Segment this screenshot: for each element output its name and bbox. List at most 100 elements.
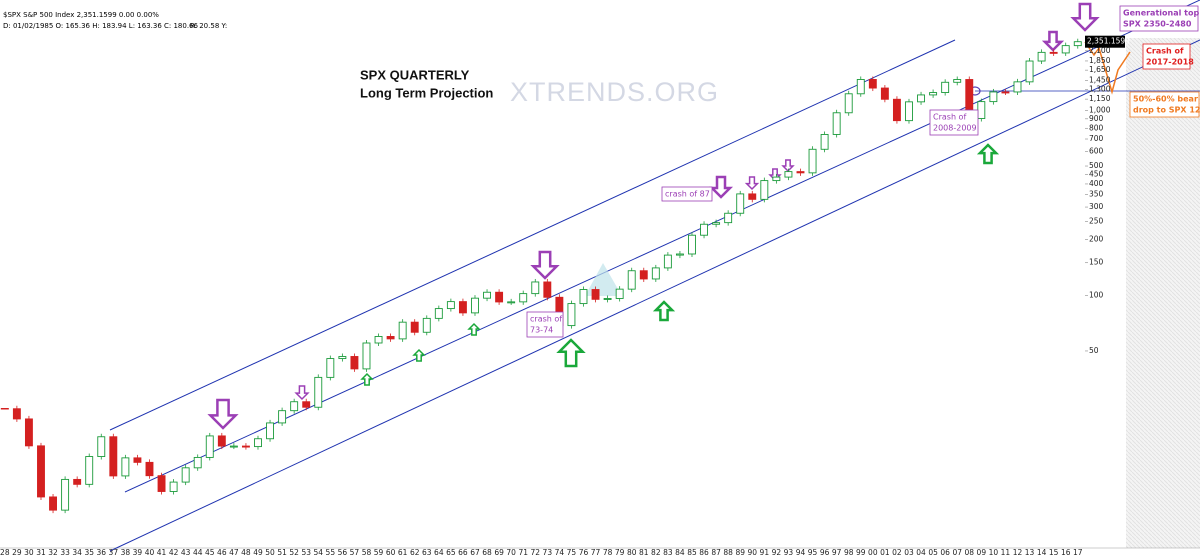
x-tick-label: 07 xyxy=(952,548,962,557)
x-tick-label: 35 xyxy=(84,548,94,557)
x-tick-label: 59 xyxy=(374,548,384,557)
candle xyxy=(254,438,262,448)
x-tick-label: 29 xyxy=(12,548,22,557)
bottom-arrow xyxy=(976,143,1000,165)
annotation-box xyxy=(1119,5,1199,32)
bottom-arrow xyxy=(556,338,586,368)
candle xyxy=(37,445,45,498)
x-tick-label: 33 xyxy=(60,548,70,557)
annotation-box xyxy=(1142,43,1191,70)
x-tick-label: 78 xyxy=(603,548,613,557)
candle xyxy=(627,270,636,290)
y-tick-label: 150 xyxy=(1089,258,1104,267)
candle xyxy=(905,101,913,122)
x-tick-label: 57 xyxy=(350,548,360,557)
candle xyxy=(820,134,829,150)
candle xyxy=(748,193,757,200)
x-tick-label: 04 xyxy=(916,548,926,557)
candle xyxy=(1037,51,1046,62)
x-tick-label: 39 xyxy=(133,548,143,557)
x-tick-label: 01 xyxy=(880,548,890,557)
y-tick-label: 450 xyxy=(1089,169,1104,178)
candle xyxy=(266,422,274,440)
x-tick-label: 62 xyxy=(410,548,420,557)
projection-path xyxy=(1084,41,1131,95)
candle xyxy=(1001,91,1010,94)
candle xyxy=(953,79,962,83)
trend-line xyxy=(109,39,1200,552)
candle xyxy=(483,291,491,299)
annotation-text: 50%-60% bear market xyxy=(1133,95,1200,104)
x-tick-label: 83 xyxy=(663,548,673,557)
x-tick-label: 81 xyxy=(639,548,649,557)
x-tick-label: 68 xyxy=(482,548,492,557)
annotation-box xyxy=(929,109,979,136)
annotation-text: SPX 2350-2480 xyxy=(1123,20,1192,29)
candle xyxy=(724,212,733,224)
x-tick-label: 69 xyxy=(494,548,504,557)
x-tick-label: 91 xyxy=(760,548,770,557)
candle xyxy=(446,301,455,310)
candle xyxy=(49,496,57,511)
x-tick-label: 49 xyxy=(253,548,263,557)
x-tick-label: 56 xyxy=(338,548,348,557)
candle xyxy=(700,223,708,236)
candle xyxy=(109,436,118,477)
candle xyxy=(193,456,202,469)
candle xyxy=(1049,51,1058,54)
x-tick-label: 99 xyxy=(856,548,866,557)
candle xyxy=(832,112,841,135)
x-tick-label: 89 xyxy=(735,548,745,557)
x-tick-label: 10 xyxy=(989,548,999,557)
candle xyxy=(929,92,938,96)
y-tick-label: 2,100 xyxy=(1089,46,1111,55)
annotation-text: Crash of xyxy=(1146,47,1184,56)
x-tick-label: 75 xyxy=(567,548,577,557)
x-tick-label: 28 xyxy=(0,548,10,557)
candle xyxy=(410,321,419,333)
candle xyxy=(868,79,877,89)
x-tick-label: 93 xyxy=(784,548,794,557)
x-tick-label: 31 xyxy=(36,548,46,557)
candle xyxy=(133,457,142,463)
top-arrow xyxy=(530,250,560,280)
candle xyxy=(531,281,540,295)
candle xyxy=(422,317,431,333)
candle xyxy=(157,475,166,492)
header-line: D: 01/02/1985 O: 165.36 H: 183.94 L: 163… xyxy=(3,22,199,30)
candle xyxy=(507,301,516,304)
candle xyxy=(651,267,660,280)
y-tick-label: 1,000 xyxy=(1089,105,1111,114)
x-tick-label: 43 xyxy=(181,548,191,557)
candle xyxy=(663,254,672,269)
candle xyxy=(977,101,986,119)
candle xyxy=(1025,60,1034,83)
x-tick-label: 48 xyxy=(241,548,251,557)
top-arrow xyxy=(1041,30,1065,52)
y-tick-label: 300 xyxy=(1089,202,1104,211)
candle xyxy=(880,87,889,100)
candle xyxy=(892,98,901,122)
annotation-text: Generational top xyxy=(1123,9,1199,18)
x-tick-label: 88 xyxy=(723,548,733,557)
candle xyxy=(398,321,407,340)
watermark: XTRENDS.ORG xyxy=(510,77,719,107)
x-tick-label: 76 xyxy=(579,548,589,557)
x-tick-label: 74 xyxy=(555,548,565,557)
candle xyxy=(278,410,287,424)
annotation-text: Crash of xyxy=(933,113,966,122)
x-tick-label: 58 xyxy=(362,548,372,557)
annotation-text: crash of 87 xyxy=(665,190,710,199)
x-tick-label: 90 xyxy=(747,548,757,557)
x-tick-label: 12 xyxy=(1013,548,1023,557)
x-tick-label: 34 xyxy=(72,548,82,557)
y-tick-label: 350 xyxy=(1089,190,1104,199)
y-tick-label: 250 xyxy=(1089,217,1104,226)
y-tick-label: 700 xyxy=(1089,134,1104,143)
x-tick-label: 95 xyxy=(808,548,818,557)
candle xyxy=(241,445,250,448)
x-tick-label: 79 xyxy=(615,548,625,557)
x-tick-label: 11 xyxy=(1001,548,1011,557)
x-tick-label: 97 xyxy=(832,548,842,557)
